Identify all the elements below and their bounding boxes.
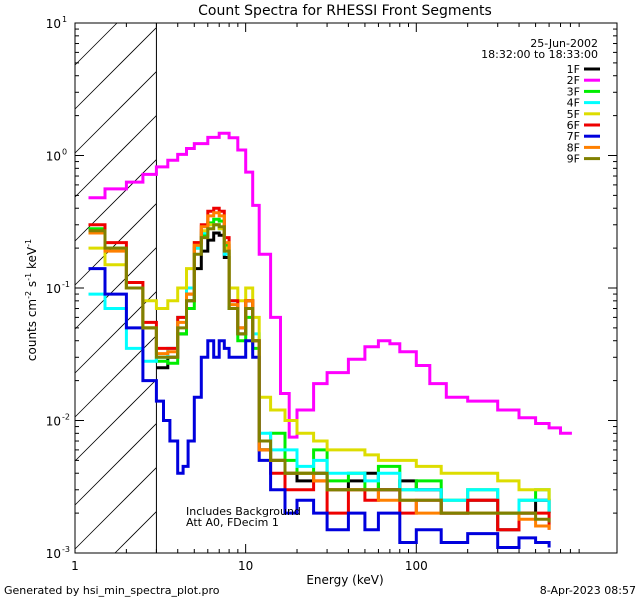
hatch-line (74, 22, 118, 66)
legend-time-range: 18:32:00 to 18:33:00 (481, 48, 598, 61)
legend-date: 25-Jun-2002 (530, 37, 598, 50)
plot-frame (74, 22, 618, 554)
y-tick-exponent: -2 (62, 413, 70, 422)
series-line-9F (88, 223, 551, 523)
y-tick-exponent: 1 (62, 15, 67, 24)
series-line-1F (156, 231, 551, 532)
y-axis-label: counts cm-2 s-1 keV-1 (24, 239, 39, 361)
series-line-2F (88, 131, 572, 439)
legend-label-5F: 5F (567, 108, 580, 121)
legend-label-6F: 6F (567, 119, 580, 132)
legend-label-8F: 8F (567, 141, 580, 154)
y-tick-label: 10 (46, 282, 61, 296)
series-line-8F (88, 211, 551, 530)
hatch-line (114, 511, 157, 554)
x-tick-label: 1 (71, 559, 79, 573)
hatch-line (74, 203, 157, 286)
footer-timestamp: 8-Apr-2023 08:57 (539, 584, 636, 597)
x-tick-label: 100 (405, 559, 428, 573)
legend-label-4F: 4F (567, 97, 580, 110)
annotation-attenuator: Att A0, FDecim 1 (186, 516, 279, 529)
hatch-line (74, 379, 157, 462)
y-tick-label: 10 (46, 415, 61, 429)
annotation-background: Includes Background (186, 505, 301, 518)
x-tick-label: 10 (238, 559, 253, 573)
hatch-line (74, 467, 157, 550)
legend-label-3F: 3F (567, 85, 580, 98)
series-line-5F (88, 223, 551, 501)
legend-label-7F: 7F (567, 130, 580, 143)
y-tick-exponent: -3 (62, 545, 70, 554)
legend-label-1F: 1F (567, 63, 580, 76)
series-line-3F (88, 217, 551, 515)
hatch-line (74, 115, 157, 198)
y-tick-exponent: -1 (62, 280, 70, 289)
y-tick-exponent: 0 (62, 148, 67, 157)
series-line-7F (88, 267, 551, 549)
hatch-line (74, 247, 157, 330)
hatch-line (74, 27, 157, 110)
hatch-line (74, 71, 157, 154)
y-tick-label: 10 (46, 150, 61, 164)
chart-title: Count Spectra for RHESSI Front Segments (198, 3, 492, 19)
x-axis: 1 10 100 (71, 23, 580, 573)
x-axis-label: Energy (keV) (306, 573, 383, 587)
y-tick-label: 10 (46, 547, 61, 561)
series-layer (88, 131, 572, 549)
y-tick-label: 10 (46, 17, 61, 31)
hatch-line (74, 159, 157, 242)
hatch-region (74, 22, 157, 554)
legend-label-2F: 2F (567, 74, 580, 87)
legend-label-9F: 9F (567, 153, 580, 166)
footer-generated: Generated by hsi_min_spectra_plot.pro (4, 584, 220, 597)
hatch-line (74, 423, 157, 506)
